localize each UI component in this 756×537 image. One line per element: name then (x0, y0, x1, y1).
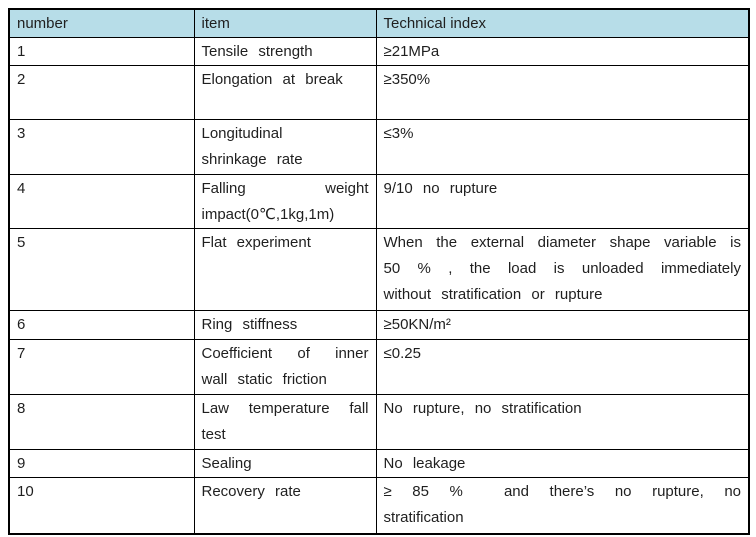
table-row: 2 Elongation at break ≥350% (8, 65, 750, 120)
cell-number: 4 (8, 174, 195, 229)
cell-number: 8 (8, 394, 195, 450)
cell-item: Tensile strength (193, 37, 377, 66)
table-row: 9 Sealing No leakage (8, 449, 750, 478)
cell-index: ≥50KN/m² (375, 310, 750, 340)
cell-item: Falling weight impact(0℃,1kg,1m) (193, 174, 377, 229)
table-header-row: number item Technical index (8, 8, 750, 38)
cell-number: 5 (8, 228, 195, 311)
cell-number: 2 (8, 65, 195, 120)
cell-item: Coefficient of inner wall static frictio… (193, 339, 377, 395)
cell-item: Recovery rate (193, 477, 377, 534)
cell-number: 1 (8, 37, 195, 66)
cell-index: No rupture, no stratification (375, 394, 750, 450)
cell-number: 9 (8, 449, 195, 478)
table-row: 7 Coefficient of inner wall static frict… (8, 339, 750, 395)
cell-index: ≤0.25 (375, 339, 750, 395)
cell-index: ≤3% (375, 119, 750, 175)
table-row: 4 Falling weight impact(0℃,1kg,1m) 9/10 … (8, 174, 750, 229)
col-header-technical-index: Technical index (375, 8, 750, 38)
cell-index: ≥350% (375, 65, 750, 120)
cell-number: 3 (8, 119, 195, 175)
cell-number: 10 (8, 477, 195, 534)
cell-number: 7 (8, 339, 195, 395)
cell-index: ≥ 85 % and there’s no rupture, no strati… (375, 477, 750, 534)
cell-index: No leakage (375, 449, 750, 478)
cell-index: ≥21MPa (375, 37, 750, 66)
col-header-number: number (8, 8, 195, 38)
table-row: 5 Flat experiment When the external diam… (8, 228, 750, 311)
table-row: 10 Recovery rate ≥ 85 % and there’s no r… (8, 477, 750, 534)
cell-index: 9/10 no rupture (375, 174, 750, 229)
cell-item: Sealing (193, 449, 377, 478)
cell-item: Elongation at break (193, 65, 377, 120)
cell-item: Flat experiment (193, 228, 377, 311)
table-row: 8 Law temperature fall test No rupture, … (8, 394, 750, 450)
cell-index: When the external diameter shape variabl… (375, 228, 750, 311)
col-header-item: item (193, 8, 377, 38)
cell-item: Ring stiffness (193, 310, 377, 340)
technical-index-table: number item Technical index 1 Tensile st… (8, 8, 750, 535)
table-row: 6 Ring stiffness ≥50KN/m² (8, 310, 750, 340)
cell-item: Longitudinal shrinkage rate (193, 119, 377, 175)
cell-number: 6 (8, 310, 195, 340)
table-row: 1 Tensile strength ≥21MPa (8, 37, 750, 66)
cell-item: Law temperature fall test (193, 394, 377, 450)
table-row: 3 Longitudinal shrinkage rate ≤3% (8, 119, 750, 175)
